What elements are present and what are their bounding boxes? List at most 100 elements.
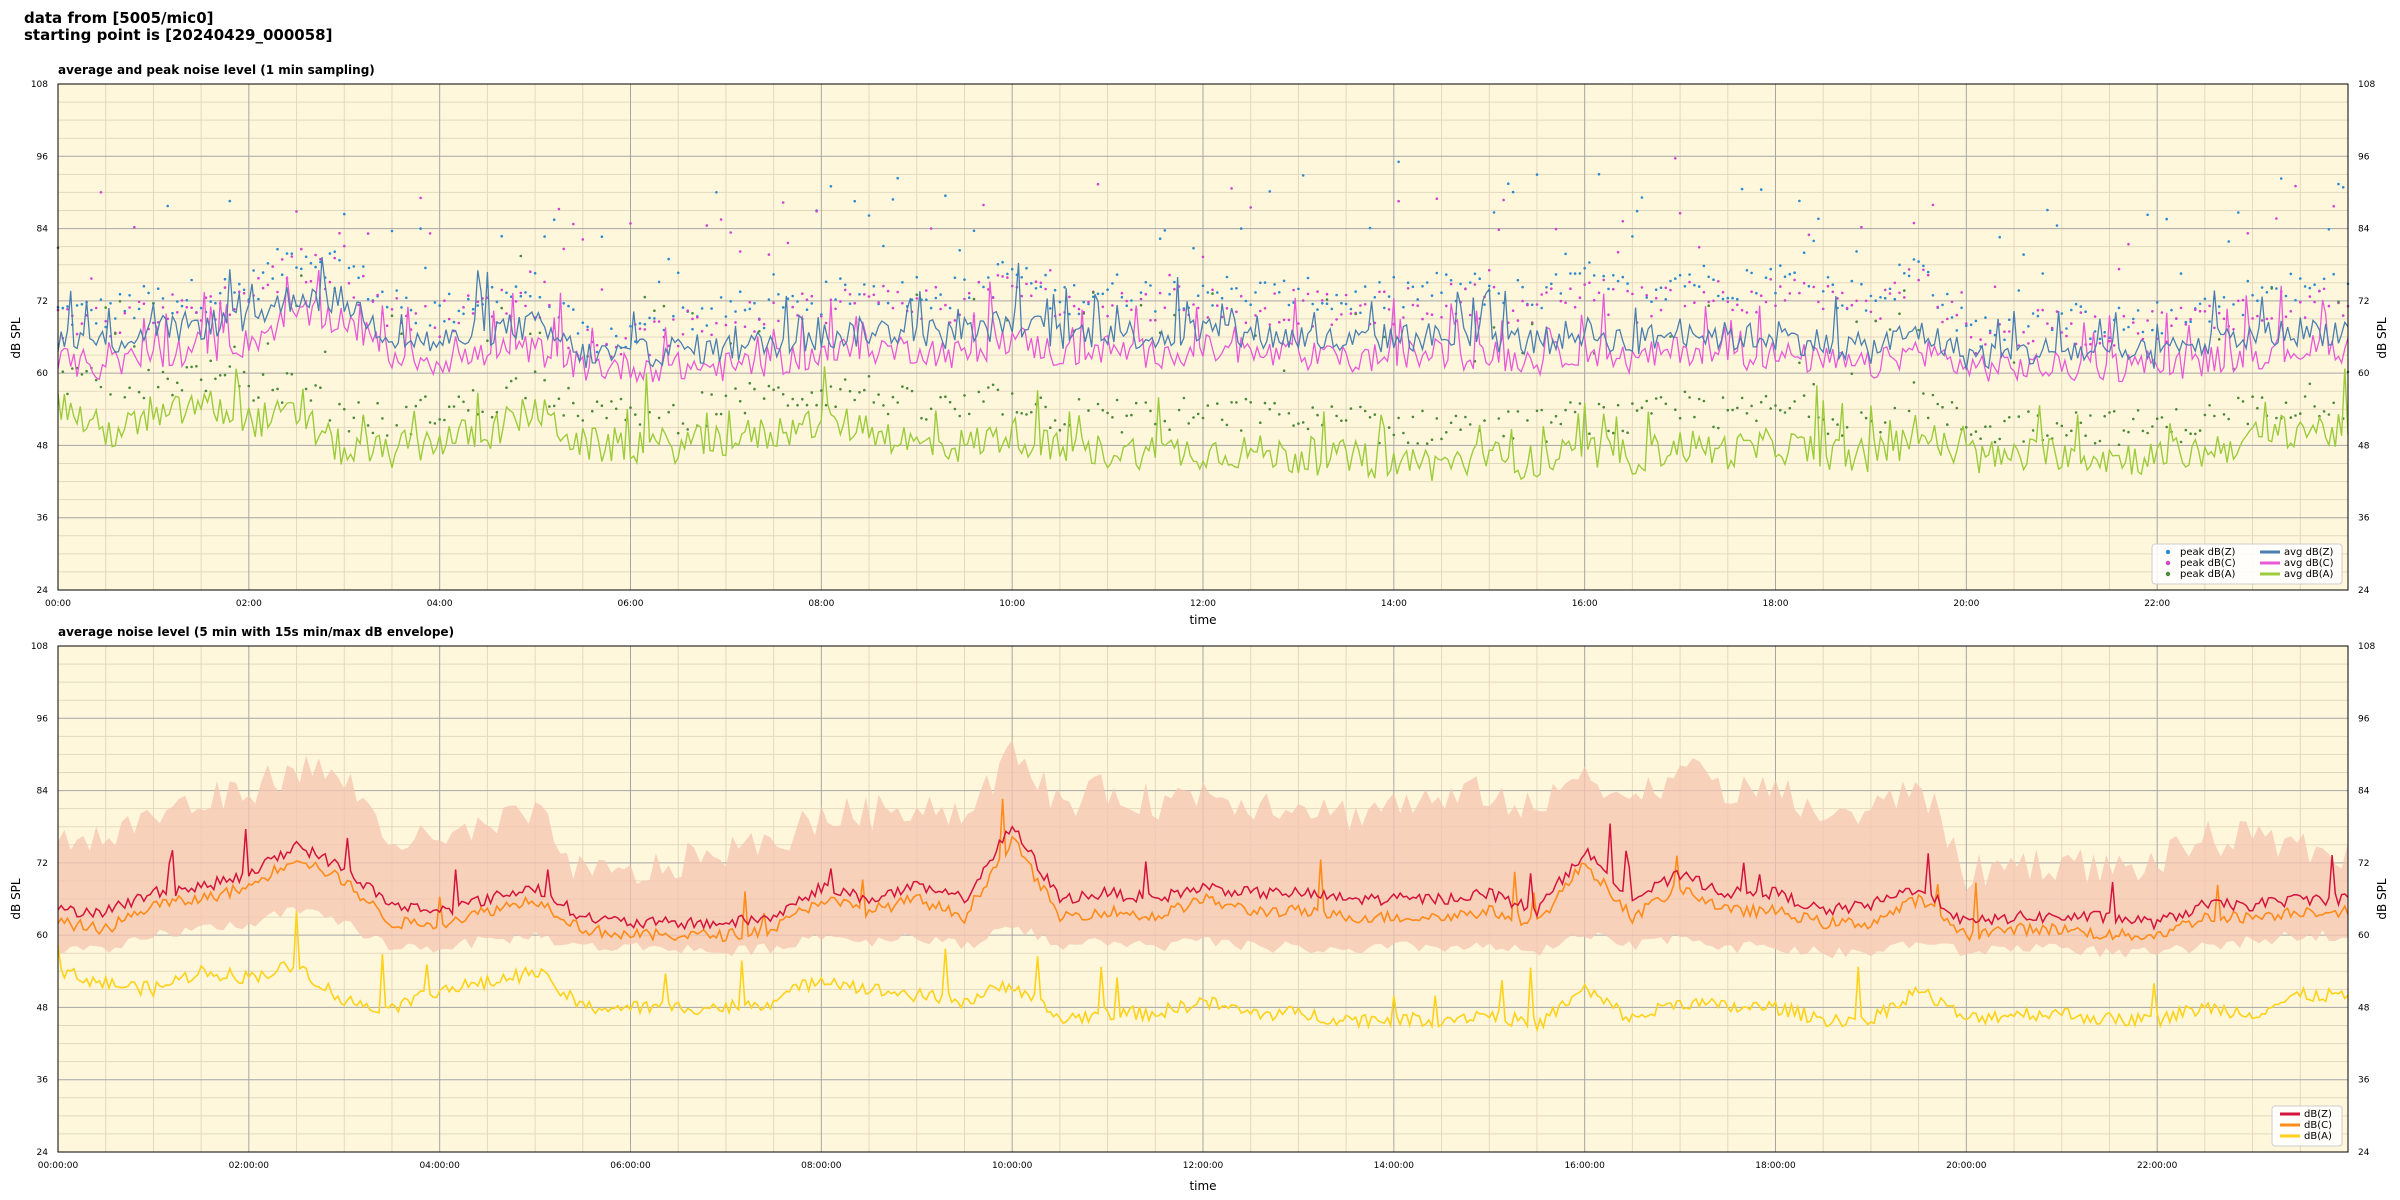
peak-point — [180, 299, 184, 302]
peak-point — [1602, 405, 1605, 409]
peak-point — [1273, 292, 1276, 295]
y-tick-label-right: 108 — [2358, 642, 2375, 652]
peak-point — [199, 306, 203, 310]
peak-point — [1383, 306, 1386, 310]
peak-point — [2041, 308, 2044, 312]
peak-point — [1936, 305, 1939, 309]
peak-point — [996, 263, 1000, 266]
peak-point — [1759, 400, 1763, 404]
peak-point — [104, 306, 107, 309]
peak-point — [500, 306, 504, 310]
peak-point — [1745, 311, 1749, 314]
peak-point — [1244, 397, 1248, 401]
peak-point — [1588, 432, 1591, 436]
peak-point — [848, 389, 852, 393]
peak-point — [2189, 320, 2192, 324]
peak-point — [2160, 416, 2164, 419]
peak-point — [2055, 422, 2059, 425]
peak-point — [691, 327, 694, 331]
peak-point — [1607, 313, 1610, 317]
peak-point — [1664, 286, 1668, 290]
peak-point — [1573, 305, 1577, 309]
peak-point — [1058, 300, 1062, 304]
y-tick-label-right: 60 — [2358, 369, 2370, 379]
peak-point — [2237, 299, 2240, 303]
peak-point — [834, 307, 837, 311]
peak-point — [2050, 326, 2054, 330]
peak-point — [85, 369, 88, 373]
x-tick-label: 04:00 — [427, 599, 453, 609]
peak-point — [1421, 409, 1424, 413]
peak-point — [796, 403, 799, 407]
peak-point — [1988, 425, 1992, 428]
peak-point — [2132, 317, 2135, 321]
peak-point — [877, 301, 880, 304]
peak-point — [1230, 401, 1233, 404]
peak-point — [2003, 330, 2006, 334]
peak-point — [772, 301, 775, 305]
peak-point — [858, 391, 861, 394]
peak-point — [2184, 320, 2188, 324]
peak-point — [1411, 285, 1415, 289]
peak-point — [1726, 408, 1730, 412]
peak-point — [1731, 408, 1734, 412]
peak-point — [1974, 319, 1978, 323]
peak-point — [261, 271, 265, 274]
peak-point — [2284, 315, 2288, 319]
peak-point — [261, 373, 265, 376]
peak-point — [352, 416, 356, 420]
peak-point — [1769, 267, 1772, 271]
legend-label: dB(Z) — [2304, 1109, 2332, 1120]
peak-point — [362, 274, 365, 278]
peak-point — [2208, 304, 2211, 308]
peak-point — [1039, 396, 1043, 400]
peak-point — [810, 391, 814, 394]
peak-point — [90, 308, 93, 312]
peak-point — [1039, 281, 1043, 285]
peak-point — [820, 389, 823, 392]
peak-point — [1077, 312, 1081, 316]
peak-point — [672, 403, 675, 407]
peak-point — [1993, 285, 1997, 289]
peak-point — [600, 404, 604, 408]
peak-point — [2251, 395, 2254, 399]
peak-point — [1406, 287, 1410, 290]
peak-point — [2299, 412, 2302, 415]
peak-point — [2165, 217, 2168, 221]
peak-point — [185, 366, 189, 369]
peak-point — [710, 393, 713, 396]
peak-point — [872, 401, 876, 404]
peak-point — [948, 306, 952, 310]
peak-point — [1335, 318, 1338, 321]
peak-point — [385, 324, 389, 328]
peak-point — [1211, 288, 1214, 292]
peak-point — [1788, 272, 1792, 276]
peak-point — [1893, 406, 1897, 410]
peak-point — [1516, 410, 1520, 413]
peak-point — [1297, 422, 1300, 425]
y-tick-label-right: 36 — [2358, 514, 2370, 524]
peak-point — [2284, 294, 2288, 298]
db-a-line — [57, 910, 2349, 1033]
peak-point — [1263, 307, 1267, 310]
peak-point — [357, 303, 360, 307]
peak-point — [1497, 292, 1501, 295]
x-axis-label-top: time — [1189, 613, 1216, 627]
peak-point — [591, 409, 594, 413]
peak-point — [190, 306, 193, 310]
peak-point — [614, 334, 618, 338]
peak-point — [1163, 306, 1167, 310]
peak-point — [1397, 160, 1400, 164]
peak-point — [743, 411, 747, 415]
peak-point — [1855, 320, 1858, 324]
peak-point — [1087, 302, 1090, 306]
x-tick-label: 18:00:00 — [1755, 1161, 1796, 1171]
peak-point — [1669, 279, 1672, 283]
peak-point — [462, 400, 465, 404]
peak-point — [1602, 274, 1605, 278]
peak-point — [1139, 297, 1143, 301]
peak-point — [1445, 273, 1448, 276]
peak-point — [1020, 294, 1023, 298]
peak-point — [414, 404, 418, 408]
legend-marker — [2165, 560, 2171, 566]
